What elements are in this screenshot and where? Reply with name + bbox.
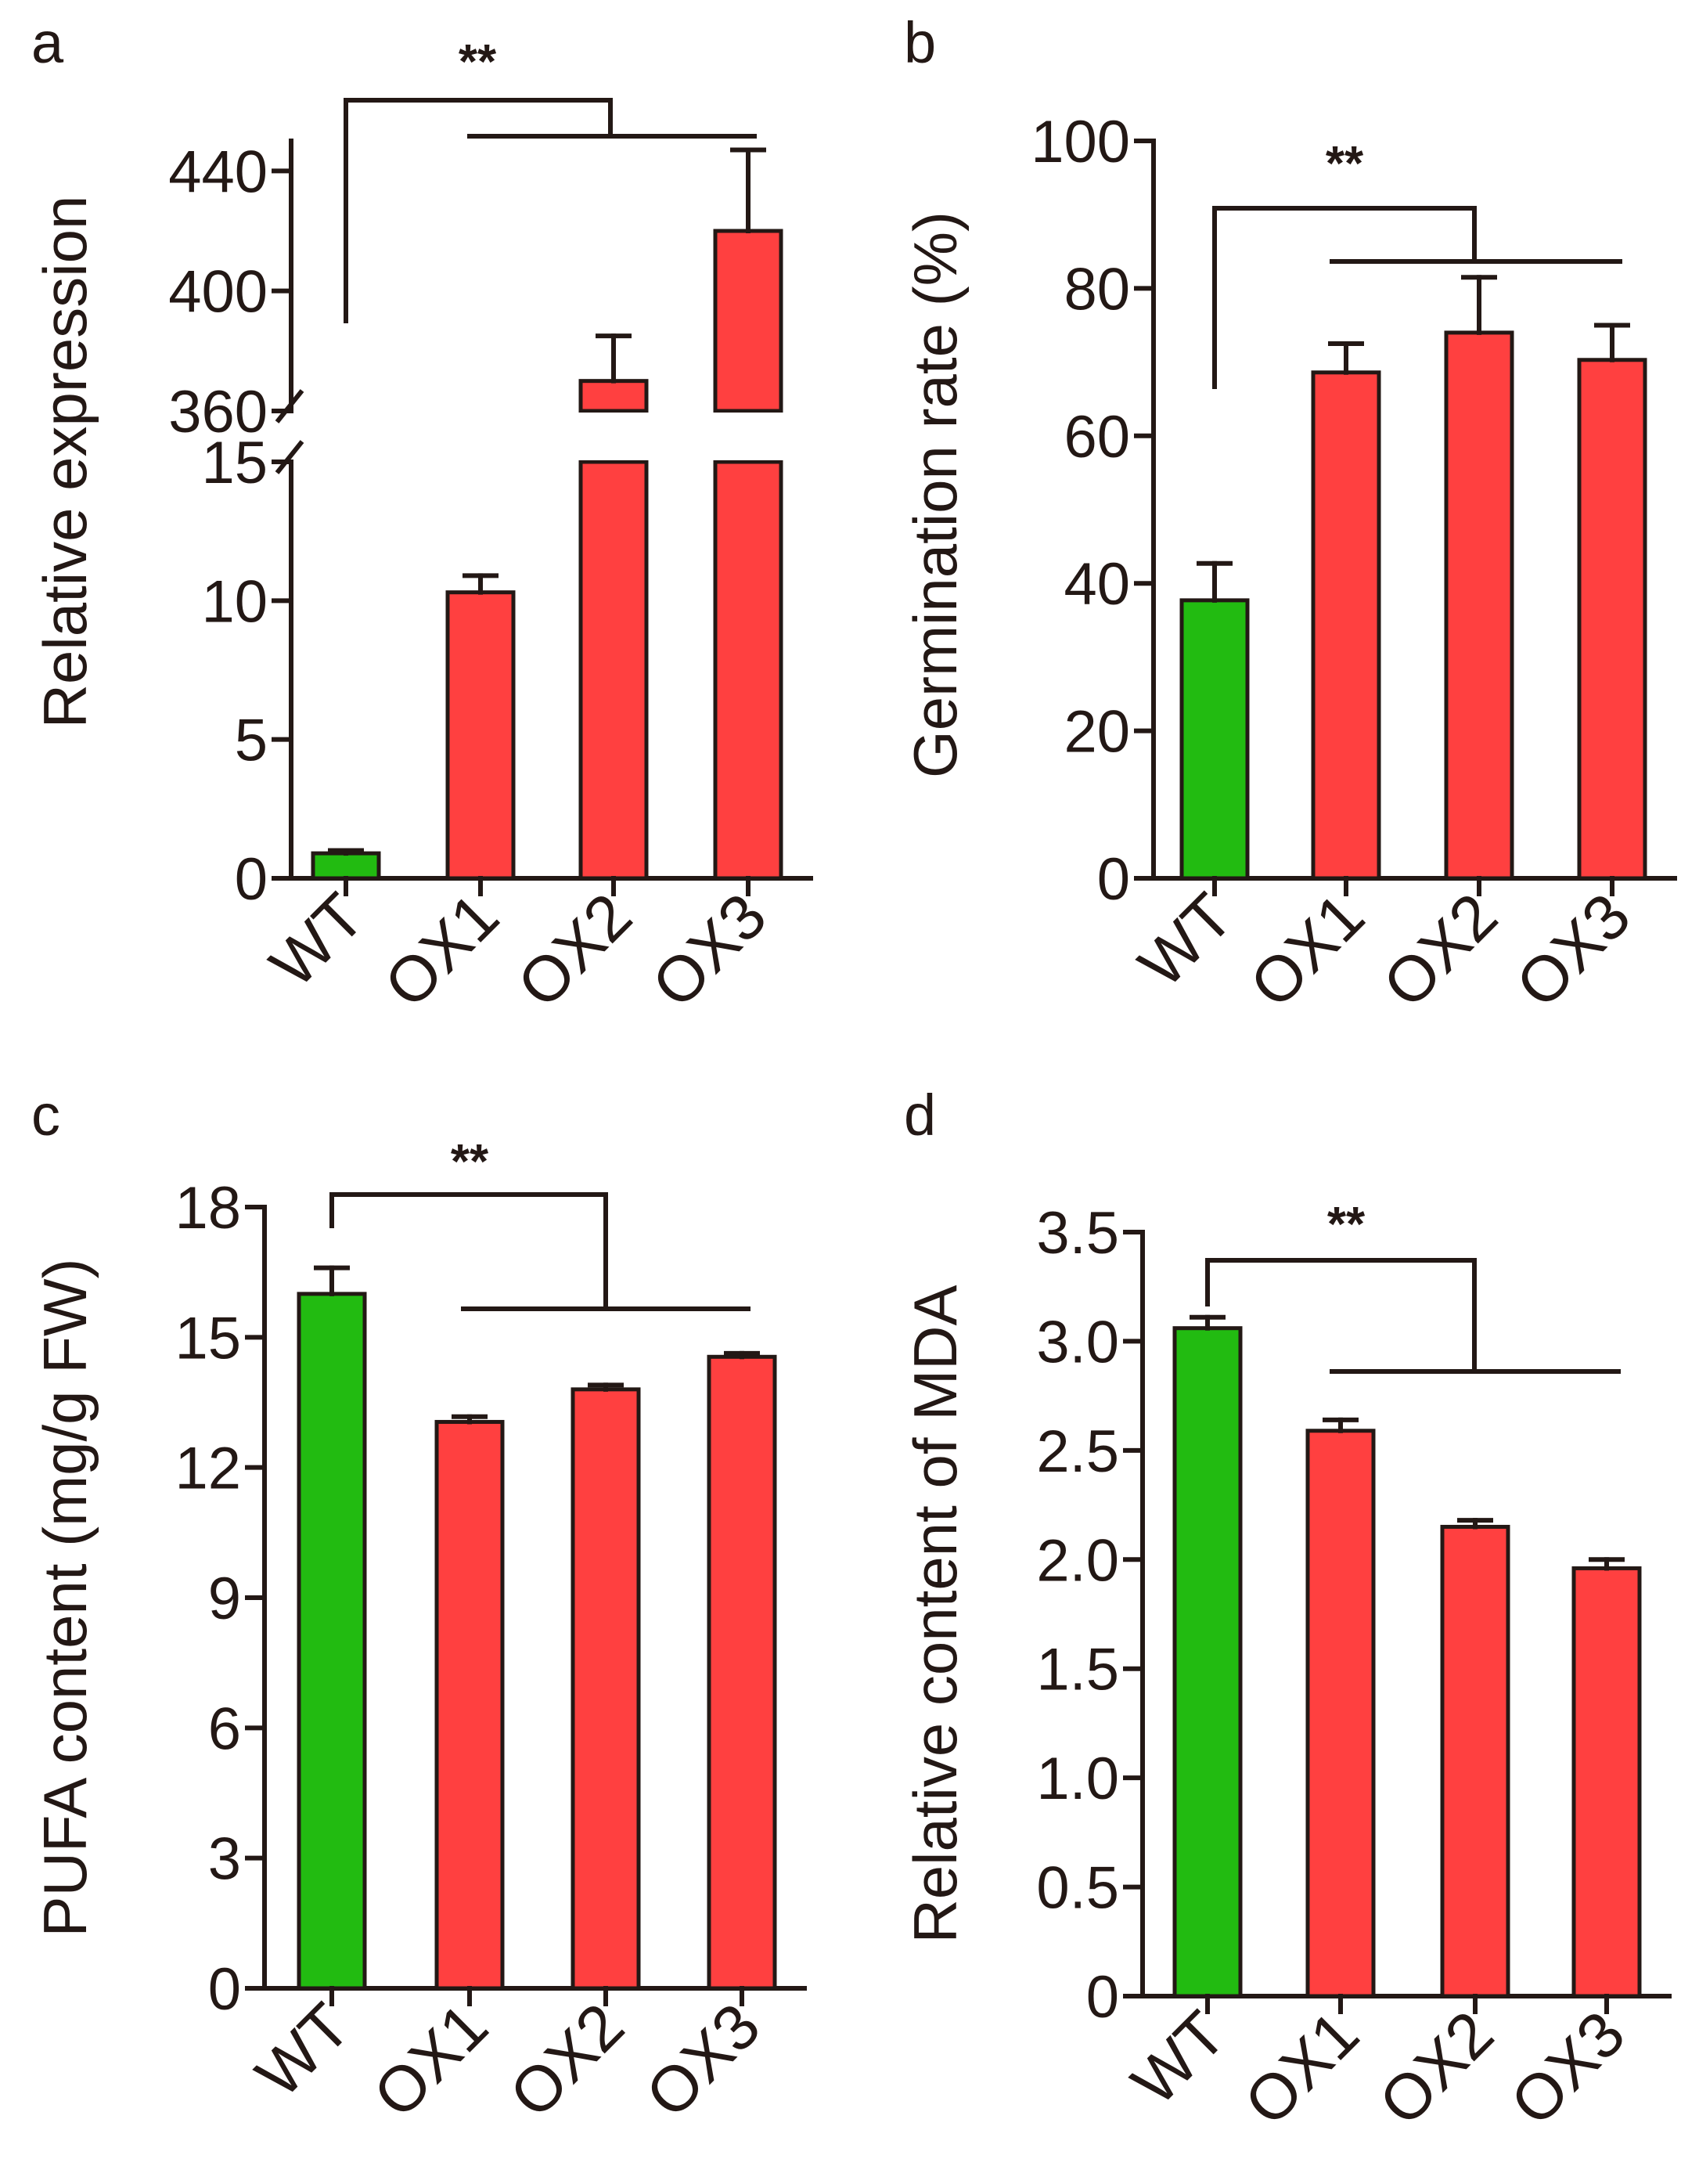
significance-bracket: ** [329,1135,751,1311]
bar-OX2-lower [578,460,649,881]
bar-OX1 [434,1419,505,1991]
y-tick-label: 0 [235,846,268,913]
y-tick-label: 3.0 [1036,1309,1119,1375]
x-category-label: OX3 [639,880,779,1021]
y-tick-label: 9 [208,1566,241,1632]
y-tick-label: 100 [1031,109,1130,175]
chart-panel-d: d Relative content of MDA 0 0.5 1.0 1.5 2.0 2.5… [901,1083,1672,2139]
y-tick-label: 440 [168,139,268,205]
axis-break-gap [576,413,651,460]
x-category-label: OX2 [1370,880,1510,1021]
y-tick-label: 20 [1064,699,1130,766]
x-category-label: OX2 [496,1990,637,2131]
y-tick-label: 18 [175,1175,241,1242]
significance-bracket: ** [344,35,757,323]
y-tick-label: 2.0 [1036,1527,1119,1594]
axis-break-mark [275,440,304,474]
x-category-label: WT [243,1990,363,2110]
axis-break-mark [275,389,304,423]
x-category-label: OX2 [1366,1998,1506,2139]
y-tick-label: 400 [168,259,268,326]
panel-letter: d [904,1083,936,1148]
x-category-label: OX1 [1236,880,1377,1021]
y-axis-title: Relative expression [31,196,99,729]
bar-OX2 [571,1387,641,1991]
x-category-label: OX3 [1497,1998,1638,2139]
bar-WT [1179,598,1250,881]
x-category-label: OX1 [371,880,512,1021]
y-tick-label: 3.5 [1036,1200,1119,1267]
bar-OX1 [445,590,516,881]
y-tick-label: 0.5 [1036,1855,1119,1922]
significance-label: ** [1326,137,1364,191]
y-tick-label: 0 [1097,846,1130,913]
y-tick-label: 0 [1086,1964,1119,2031]
y-axis-title: PUFA content (mg/g FW) [31,1259,99,1937]
y-tick-label: 3 [208,1826,241,1893]
y-tick-label: 360 [168,379,268,445]
significance-bracket: ** [1205,1198,1621,1374]
x-category-label: OX3 [1503,880,1643,1021]
bar-OX2 [1444,330,1514,881]
bar-OX3 [1571,1566,1642,1998]
y-axis-title: Relative content of MDA [901,1285,970,1943]
x-category-label: OX1 [1231,1998,1372,2139]
bar-OX3 [1577,358,1647,881]
bar-WT [1172,1326,1243,1998]
significance-label: ** [451,1135,489,1189]
y-axis-title: Germination rate (%) [901,211,970,778]
y-tick-label: 40 [1064,551,1130,618]
y-tick-label: 2.5 [1036,1418,1119,1485]
y-tick-label: 1.5 [1036,1637,1119,1703]
bar-WT [297,1292,367,1991]
bar-OX3 [707,1354,777,1991]
y-tick-label: 10 [201,568,268,635]
panel-letter: b [904,10,936,75]
y-tick-label: 0 [208,1956,241,2023]
x-category-label: OX2 [504,880,645,1021]
y-tick-label: 6 [208,1696,241,1762]
x-category-label: OX1 [360,1990,501,2131]
bar-OX1 [1311,370,1381,881]
axis-break-gap [711,413,786,460]
bar-OX3-upper [713,229,783,413]
bar-OX2 [1440,1524,1510,1998]
bar-OX1 [1305,1429,1376,1998]
y-tick-label: 12 [175,1436,241,1502]
x-category-label: WT [1125,880,1246,1000]
x-category-label: WT [1118,1998,1239,2118]
y-tick-label: 5 [235,708,268,774]
x-category-label: WT [257,880,377,1000]
y-tick-label: 60 [1064,404,1130,470]
y-tick-label: 15 [201,430,268,496]
significance-label: ** [1327,1198,1366,1252]
panel-letter: c [31,1083,60,1148]
y-tick-label: 80 [1064,256,1130,323]
y-tick-label: 15 [175,1305,241,1371]
x-category-label: OX3 [632,1990,773,2131]
panel-letter: a [31,10,64,75]
bar-OX3-lower [713,460,783,881]
significance-label: ** [459,35,497,89]
y-tick-label: 1.0 [1036,1746,1119,1812]
bar-OX2-upper [578,379,649,413]
bar-WT [311,851,381,881]
significance-bracket: ** [1212,137,1622,389]
